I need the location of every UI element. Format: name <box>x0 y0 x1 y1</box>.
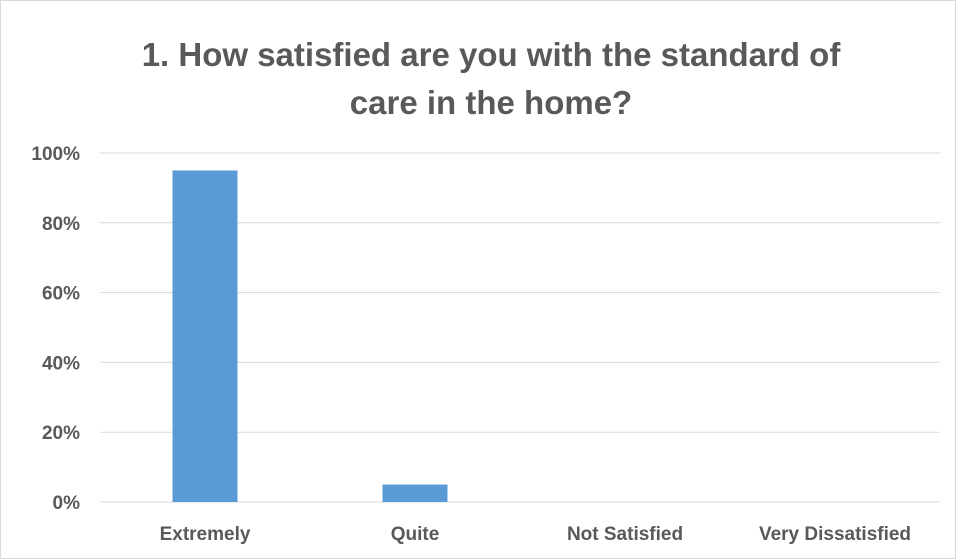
y-tick-label: 20% <box>42 423 80 444</box>
bars <box>172 170 448 502</box>
chart-title: 1. How satisfied are you with the standa… <box>1 31 956 127</box>
x-category-label: Extremely <box>160 524 251 545</box>
y-axis-ticks: 0% 20% 40% 60% 80% 100% <box>31 144 80 514</box>
x-category-label: Very Dissatisfied <box>759 524 911 545</box>
gridlines <box>100 152 940 503</box>
bar-extremely <box>172 170 238 502</box>
chart-title-line-1: 1. How satisfied are you with the standa… <box>141 36 841 73</box>
y-tick-label: 100% <box>31 144 80 165</box>
x-category-label: Quite <box>391 524 440 545</box>
y-tick-label: 40% <box>42 353 80 374</box>
y-tick-label: 80% <box>42 214 80 235</box>
chart-title-line-2: care in the home? <box>349 84 633 121</box>
bar-quite <box>382 484 448 502</box>
x-category-label: Not Satisfied <box>567 524 683 545</box>
y-tick-label: 0% <box>53 493 81 514</box>
x-axis-categories: Extremely Quite Not Satisfied Very Dissatis… <box>160 524 911 545</box>
y-tick-label: 60% <box>42 284 80 305</box>
